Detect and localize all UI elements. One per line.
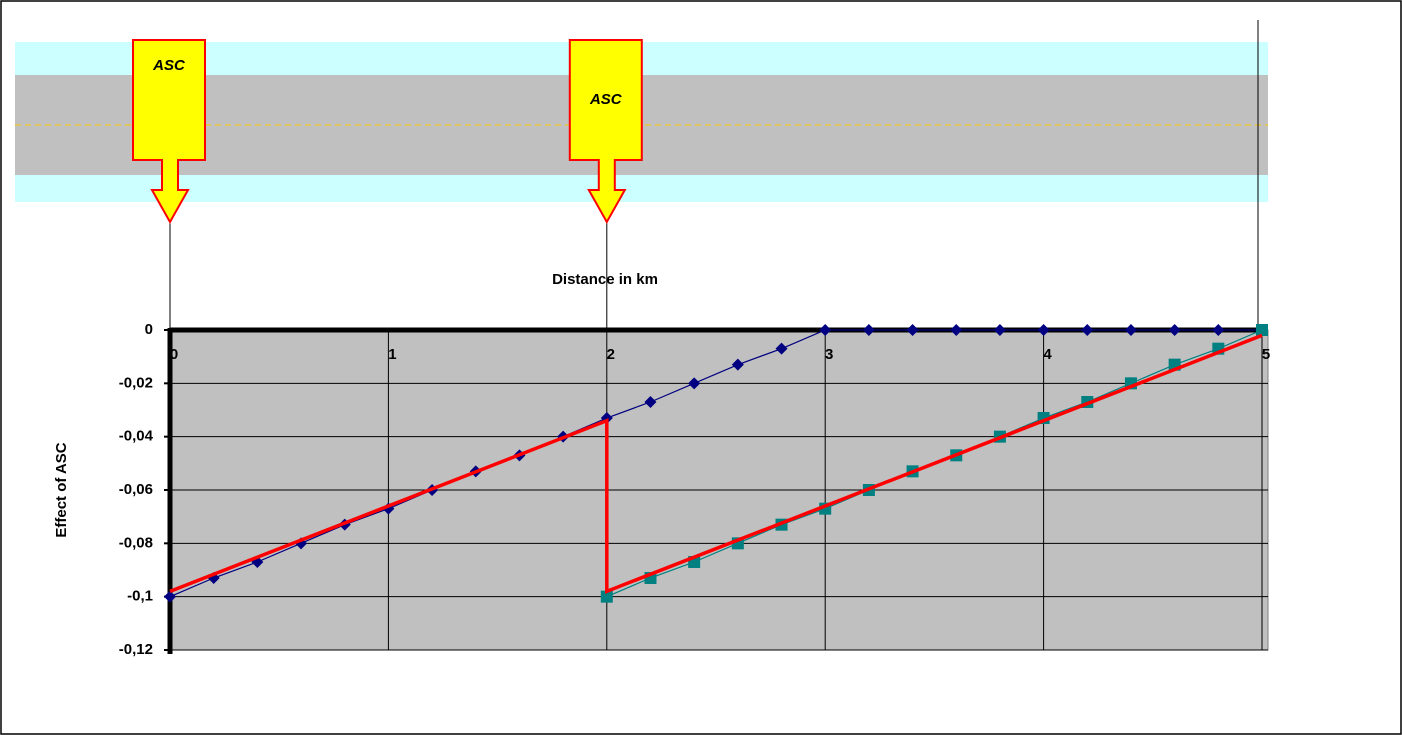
y-tick-label: -0,04 — [119, 428, 154, 445]
y-tick-label: -0,1 — [127, 588, 153, 605]
sign-label: ASC — [152, 57, 186, 74]
y-tick-label: -0,08 — [119, 534, 153, 551]
chart: Distance in km Effect of ASC 0 -0,02 -0,04… — [0, 0, 1402, 735]
x-tick-label: 1 — [388, 346, 396, 363]
y-axis-label: Effect of ASC — [53, 442, 70, 537]
y-tick-label: -0,12 — [119, 641, 153, 658]
point — [1256, 324, 1268, 336]
y-tick-label: -0,02 — [119, 374, 153, 391]
axis-title: Distance in km — [552, 271, 658, 288]
x-tick-label: 2 — [607, 346, 615, 363]
x-tick-label: 3 — [825, 346, 833, 363]
x-tick-label: 5 — [1262, 346, 1270, 363]
y-tick-label: 0 — [145, 321, 153, 338]
x-tick-label: 4 — [1043, 346, 1052, 363]
sign-label: ASC — [589, 91, 623, 108]
y-tick-label: -0,06 — [119, 481, 153, 498]
